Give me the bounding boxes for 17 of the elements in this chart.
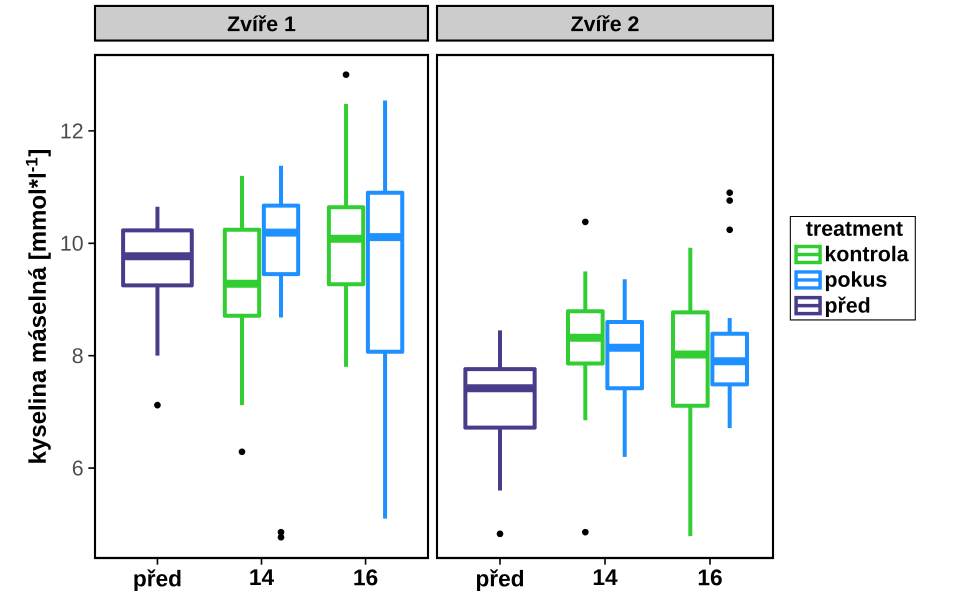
x-tick-label: 16 bbox=[354, 569, 378, 586]
y-tick-label: 8 bbox=[72, 348, 83, 364]
legend-label: pokus bbox=[826, 271, 886, 292]
legend-label: kontrola bbox=[826, 246, 909, 262]
legend-label: před bbox=[826, 296, 870, 318]
x-tick-label: 14 bbox=[250, 569, 274, 585]
y-tick-label: 12 bbox=[62, 123, 83, 138]
y-axis-title: kyselina máselná [mmol*l$^{-1}$] bbox=[26, 150, 51, 463]
x-tick-label: 16 bbox=[698, 569, 722, 586]
x-tick-label: před bbox=[476, 569, 524, 592]
chart-title: Zvíře 1 bbox=[228, 15, 296, 32]
legend-title: treatment bbox=[806, 222, 903, 236]
y-tick-label: 6 bbox=[72, 460, 83, 476]
x-tick-label: 14 bbox=[594, 569, 618, 585]
x-tick-label: před bbox=[134, 569, 181, 592]
y-tick-label: 10 bbox=[62, 236, 83, 251]
chart-title: Zvíře 2 bbox=[571, 15, 639, 32]
